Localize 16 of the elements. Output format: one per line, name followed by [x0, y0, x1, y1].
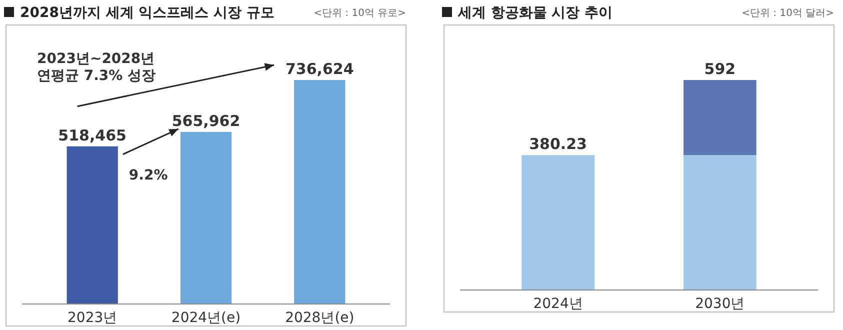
annotation: 2023년~2028년 연평균 7.3% 성장 [37, 51, 156, 84]
x-tick-label: 2023년 [68, 310, 118, 326]
x-tick-label: 2028년(e) [285, 310, 354, 326]
data-label: 736,624 [285, 60, 354, 78]
x-tick-label: 2030년 [695, 296, 745, 312]
data-label: 565,962 [172, 112, 240, 130]
chart-subtitle: <단위 : 10억 달러> [742, 8, 834, 19]
chart-title: 세계 항공화물 시장 추이 [457, 5, 613, 21]
x-tick-label: 2024년 [533, 296, 583, 312]
chart-subtitle: <단위 : 10억 유로> [314, 8, 406, 19]
x-tick-label: 2024년(e) [171, 310, 241, 326]
data-label: 380.23 [529, 135, 588, 154]
total-label: 592 [704, 60, 736, 78]
data-label: 518,465 [58, 126, 127, 144]
chart-title: 2028년까지 세계 익스프레스 시장 규모 [20, 5, 274, 21]
annotation: 9.2% [128, 167, 168, 184]
